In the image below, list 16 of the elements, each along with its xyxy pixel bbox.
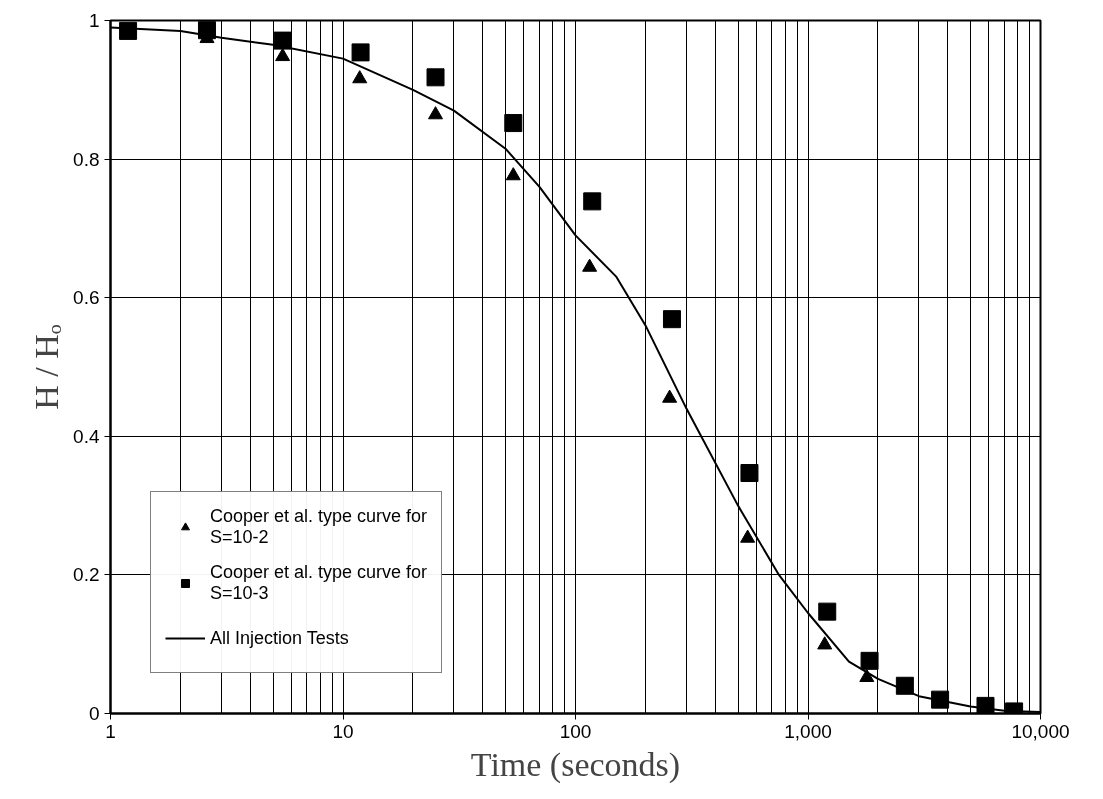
y-tick-label: 0.4 [73,425,100,447]
legend-label: Cooper et al. type curve for S=10-2 [210,506,428,548]
y-tick-label: 0.8 [73,148,100,170]
x-tick-label: 100 [559,720,592,742]
x-tick-label: 1 [105,720,116,742]
x-tick-label: 10 [332,720,354,742]
x-tick-label: 1,000 [784,720,832,742]
x-tick-label: 10,000 [1011,720,1070,742]
legend-label: Cooper et al. type curve for S=10-3 [210,562,428,604]
x-axis-title: Time (seconds) [470,745,681,784]
y-tick-label: 0 [88,703,100,724]
y-tick-label: 1 [88,10,100,31]
legend-label: All Injection Tests [210,626,349,650]
y-tick-label: 0.2 [73,564,100,586]
y-axis-title: H / Hₒ [28,324,66,410]
y-tick-label: 0.6 [73,287,100,309]
